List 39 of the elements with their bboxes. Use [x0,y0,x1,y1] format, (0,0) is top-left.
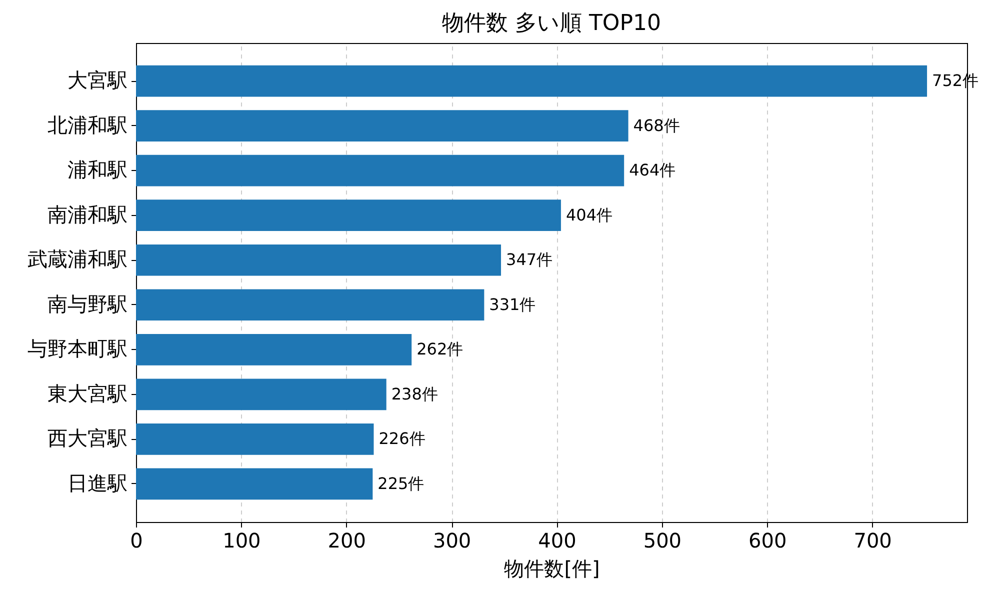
bar [136,154,624,186]
y-tick-label: 東大宮駅 [48,381,128,406]
x-tick-label: 400 [538,528,576,552]
data-label: 226件 [378,429,426,448]
bar [136,110,628,142]
y-tick-label: 与野本町駅 [28,336,128,361]
bar [136,424,374,455]
x-tick-label: 0 [130,528,143,552]
bar [136,244,502,276]
x-tick-label: 300 [432,528,472,552]
y-tick-label: 武蔵浦和駅 [28,247,128,272]
x-axis-title: 物件数[件] [504,556,600,580]
x-tick-label: 700 [854,528,892,552]
data-label: 468件 [633,116,680,135]
bar [136,65,928,97]
y-tick-label: 浦和駅 [68,158,128,182]
data-label: 404件 [566,205,613,224]
y-tick-label: 南与野駅 [48,292,128,316]
x-tick-label: 600 [748,528,787,552]
data-label: 225件 [378,474,424,493]
bar [136,200,561,232]
x-tick-label: 100 [222,528,261,552]
data-label: 347件 [506,250,553,270]
data-label: 464件 [629,160,676,180]
bar [136,378,386,410]
data-label: 238件 [391,384,438,404]
y-tick-label: 南浦和駅 [48,202,128,226]
bar [136,334,412,366]
x-tick-label: 200 [328,528,366,552]
chart-title: 物件数 多い順 TOP10 [442,11,662,36]
y-tick-label: 大宮駅 [68,68,128,92]
bar [136,289,484,321]
x-tick-label: 500 [643,528,682,552]
data-label: 262件 [416,340,464,359]
y-tick-label: 日進駅 [68,470,128,495]
data-label: 331件 [489,294,536,314]
y-tick-label: 北浦和駅 [48,112,128,137]
bar [136,468,373,500]
y-tick-label: 西大宮駅 [48,426,128,450]
